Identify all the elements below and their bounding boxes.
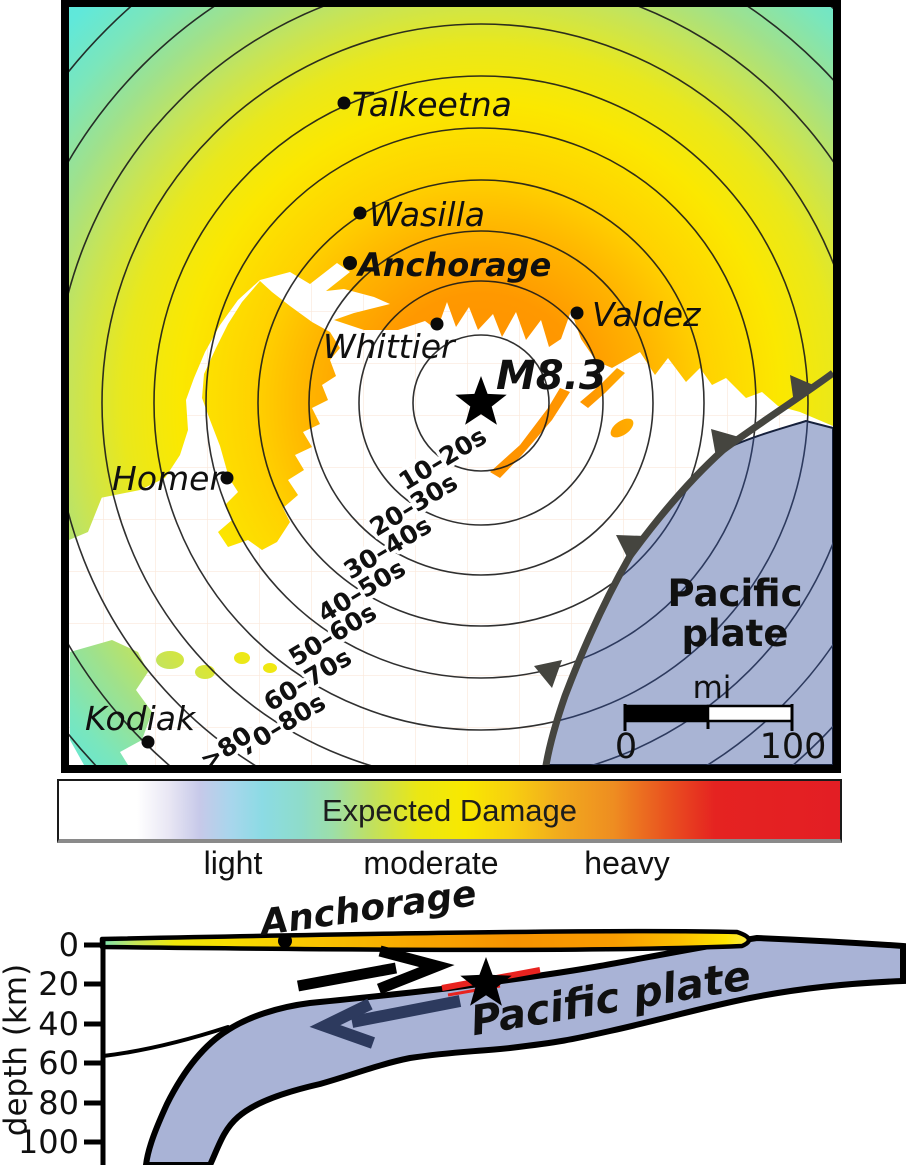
city-label-talkeetna: Talkeetna — [352, 85, 512, 124]
shaking-duration-map: mi 0 100 10–20s 20–30s 30–40s 40–50s 50–… — [61, 0, 841, 773]
colorbar-title: Expected Damage — [321, 793, 578, 828]
legend-level-light: light — [203, 845, 263, 881]
epicenter-star — [455, 376, 507, 425]
map-plate-label-line2: plate — [682, 612, 789, 655]
duration-contour-rings — [68, 6, 834, 766]
slab-pacific-plate — [142, 934, 906, 1165]
depth-tick-40: 40 — [38, 1005, 79, 1043]
upper-plate-motion-arrow — [297, 945, 455, 995]
scale-bar-max: 100 — [760, 727, 827, 767]
city-label-valdez: Valdez — [592, 295, 701, 334]
kenai-peninsula-land — [202, 281, 340, 550]
subduction-cross-section: 0 20 40 60 80 100 depth (km) Anchorage P… — [0, 878, 906, 1165]
scale-bar-min: 0 — [615, 727, 637, 767]
damage-colorbar: Expected Damage — [57, 779, 842, 843]
legend-level-heavy: heavy — [584, 845, 670, 881]
city-label-homer: Homer — [112, 459, 225, 498]
surface-shaking-lens — [99, 928, 752, 953]
wasilla-dot — [353, 206, 367, 220]
legend-level-moderate: moderate — [363, 845, 499, 881]
kodiak-islet-1 — [156, 651, 184, 669]
subduction-teeth — [534, 375, 818, 688]
kodiak-islet-2 — [195, 665, 215, 679]
map-plate-label-line1: Pacific — [667, 572, 802, 615]
depth-tick-80: 80 — [38, 1084, 79, 1122]
hypocenter-star — [460, 957, 512, 1006]
depth-tick-100: 100 — [18, 1123, 79, 1161]
depth-axis-label: depth (km) — [0, 964, 34, 1136]
scale-bar-unit: mi — [693, 670, 732, 706]
scale-bar: mi 0 100 — [615, 670, 827, 767]
island-montague — [490, 388, 570, 478]
west-shore-land — [69, 392, 104, 540]
kodiak-islet-3 — [234, 652, 250, 664]
talkeetna-dot — [337, 96, 351, 110]
depth-tick-20: 20 — [38, 965, 79, 1003]
magnitude-label: M8.3 — [496, 353, 607, 399]
subducting-plate-motion-arrow — [309, 995, 462, 1049]
anchorage-surface-dot — [278, 934, 292, 948]
whittier-dot — [430, 317, 444, 331]
kodiak-dot — [141, 735, 155, 749]
city-label-anchorage: Anchorage — [355, 246, 551, 284]
city-label-wasilla: Wasilla — [369, 195, 485, 234]
kodiak-islet-4 — [263, 663, 277, 673]
island-small-2 — [610, 418, 634, 438]
crust-moho-line — [101, 1025, 230, 1058]
kodiak-island — [70, 640, 152, 765]
anchorage-dot — [343, 256, 357, 270]
valdez-dot — [570, 306, 584, 320]
city-label-kodiak: Kodiak — [85, 699, 197, 738]
city-label-whittier: Whittier — [323, 327, 457, 366]
depth-tick-0: 0 — [59, 926, 79, 964]
homer-dot — [220, 471, 234, 485]
depth-axis — [84, 939, 106, 1165]
depth-tick-60: 60 — [38, 1044, 79, 1082]
city-markers — [141, 96, 584, 749]
map-border — [61, 0, 841, 773]
